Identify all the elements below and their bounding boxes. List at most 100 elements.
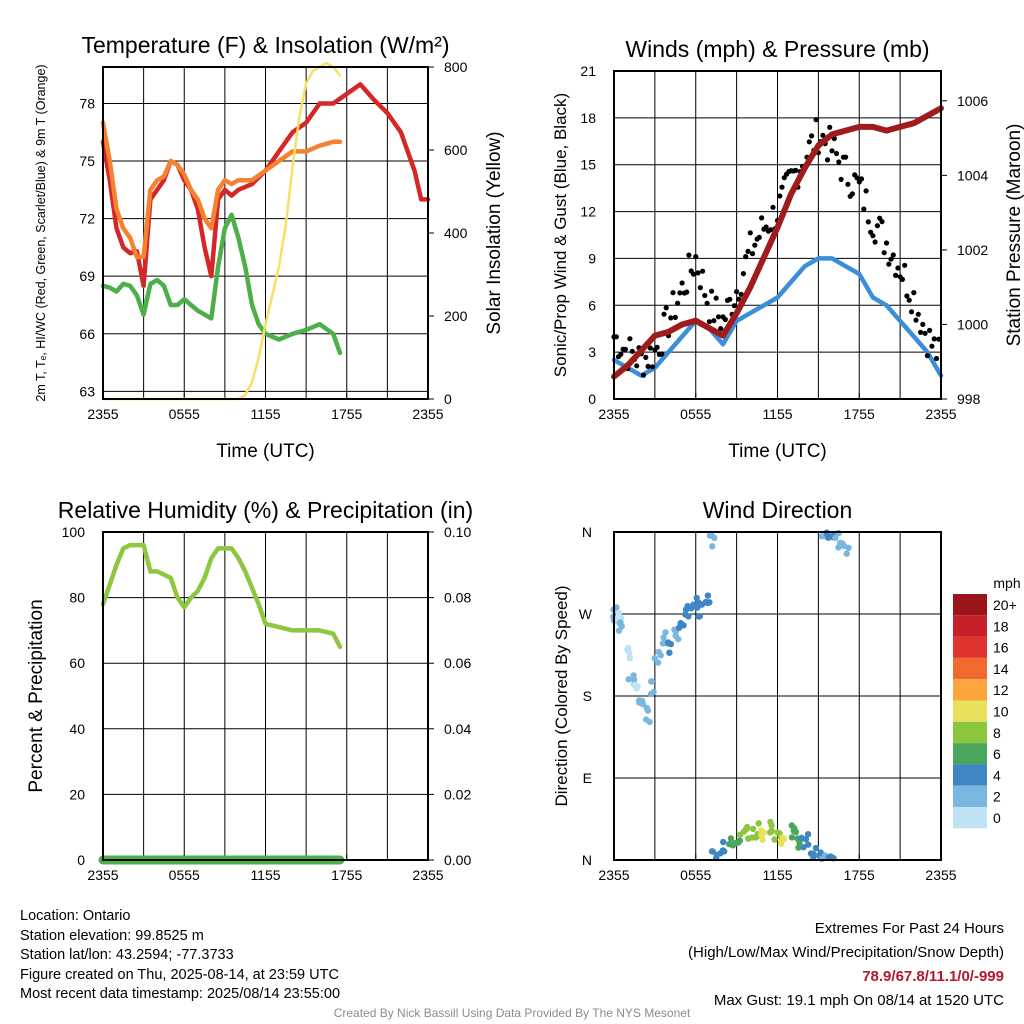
direction-point bbox=[662, 629, 669, 636]
gust-point bbox=[738, 291, 744, 297]
direction-point bbox=[749, 825, 757, 833]
direction-point bbox=[802, 836, 810, 843]
gust-point bbox=[920, 321, 926, 327]
y2-tick-label: 400 bbox=[444, 225, 468, 241]
legend-swatch bbox=[953, 615, 987, 637]
gust-point bbox=[865, 219, 871, 225]
y2-tick-label: 0 bbox=[444, 391, 452, 407]
direction-point bbox=[615, 627, 623, 634]
y-tick-label: E bbox=[583, 770, 592, 786]
gust-point bbox=[686, 252, 692, 258]
gust-point bbox=[813, 117, 819, 123]
legend-swatch bbox=[953, 807, 987, 829]
direction-point bbox=[768, 827, 775, 834]
gust-point bbox=[872, 239, 878, 245]
gust-point bbox=[634, 363, 640, 369]
y-tick-label: 6 bbox=[588, 297, 596, 313]
direction-point bbox=[616, 619, 623, 627]
direction-point bbox=[648, 678, 656, 685]
y2-tick-label: 1002 bbox=[957, 242, 988, 258]
legend-swatch bbox=[953, 764, 987, 786]
station-latlon: Station lat/lon: 43.2594; -77.3733 bbox=[20, 947, 234, 963]
legend-swatch bbox=[953, 721, 987, 744]
y-tick-label: 72 bbox=[79, 211, 95, 227]
gust-point bbox=[777, 193, 783, 199]
legend-label: 14 bbox=[993, 661, 1009, 677]
gust-point bbox=[902, 262, 908, 268]
gust-point bbox=[883, 240, 890, 246]
direction-point bbox=[805, 841, 812, 848]
legend-swatch bbox=[953, 785, 987, 807]
plot-frame bbox=[613, 70, 942, 400]
direction-point bbox=[800, 844, 807, 851]
x-tick-label: 1155 bbox=[250, 867, 280, 883]
gust-point bbox=[829, 148, 835, 154]
gust-point bbox=[743, 254, 749, 260]
x-tick-label: 1155 bbox=[250, 406, 280, 422]
direction-point bbox=[711, 534, 718, 541]
direction-point bbox=[812, 844, 820, 852]
gust-point bbox=[904, 293, 910, 299]
gust-point bbox=[627, 336, 633, 342]
gust-point bbox=[827, 124, 833, 130]
gust-point bbox=[770, 204, 776, 210]
legend-label: 0 bbox=[993, 810, 1001, 826]
gust-point bbox=[888, 256, 894, 262]
chart-title-0: Temperature (F) & Insolation (W/m²) bbox=[81, 32, 449, 58]
credit-line: Created By Nick Bassill Using Data Provi… bbox=[333, 1006, 691, 1020]
direction-point bbox=[771, 836, 778, 843]
direction-point bbox=[779, 834, 786, 841]
gust-point bbox=[820, 132, 826, 138]
gust-point bbox=[749, 251, 756, 257]
y-axis-label: 2m T, Tₑ, HI/WC (Red, Green, Scarlet/Blu… bbox=[34, 64, 48, 401]
gust-point bbox=[768, 227, 774, 233]
gust-point bbox=[809, 133, 815, 139]
direction-point bbox=[636, 699, 643, 706]
y-tick-label: 20 bbox=[69, 786, 85, 802]
x-tick-label: 2355 bbox=[87, 867, 118, 883]
gust-point bbox=[836, 159, 842, 165]
gust-point bbox=[643, 354, 649, 360]
x-axis-label: Time (UTC) bbox=[216, 441, 315, 462]
gust-point bbox=[747, 230, 753, 236]
gust-point bbox=[713, 295, 719, 301]
gust-point bbox=[690, 271, 697, 277]
plot-frame bbox=[102, 531, 429, 861]
y-tick-label: S bbox=[583, 688, 592, 704]
y2-tick-label: 0.06 bbox=[444, 655, 471, 671]
gust-point bbox=[622, 346, 629, 352]
gust-point bbox=[833, 150, 840, 157]
legend-label: 10 bbox=[993, 704, 1009, 720]
direction-point bbox=[735, 839, 742, 846]
gust-point bbox=[929, 343, 935, 349]
x-tick-label: 2355 bbox=[598, 406, 629, 422]
y-tick-label: 66 bbox=[79, 326, 95, 342]
direction-point bbox=[660, 634, 667, 641]
gust-point bbox=[779, 184, 785, 190]
legend-label: 2 bbox=[993, 789, 1001, 805]
x-tick-label: 0555 bbox=[680, 406, 711, 422]
legend-label: 20+ bbox=[993, 597, 1017, 613]
y2-tick-label: 0.08 bbox=[444, 590, 471, 606]
gust-point bbox=[752, 242, 758, 248]
y2-tick-label: 0.04 bbox=[444, 721, 471, 737]
direction-point bbox=[644, 707, 652, 714]
x-tick-label: 1755 bbox=[844, 867, 875, 883]
x-tick-label: 1155 bbox=[762, 867, 792, 883]
pressure-line bbox=[611, 105, 944, 380]
x-tick-label: 0555 bbox=[680, 867, 711, 883]
legend-label: 6 bbox=[993, 746, 1001, 762]
direction-point bbox=[690, 601, 697, 608]
y-tick-label: 69 bbox=[79, 268, 95, 284]
rh-line bbox=[100, 542, 343, 650]
figure-created: Figure created on Thu, 2025-08-14, at 23… bbox=[20, 966, 339, 983]
gust-point bbox=[870, 233, 876, 239]
x-tick-label: 2355 bbox=[412, 867, 443, 883]
direction-point bbox=[630, 676, 638, 683]
y-tick-label: 15 bbox=[580, 157, 596, 173]
y-tick-label: 75 bbox=[79, 153, 95, 169]
gust-point bbox=[727, 296, 733, 302]
y-axis-label: Percent & Precipitation bbox=[26, 599, 47, 792]
gust-point bbox=[734, 289, 740, 295]
gust-point bbox=[915, 311, 921, 317]
